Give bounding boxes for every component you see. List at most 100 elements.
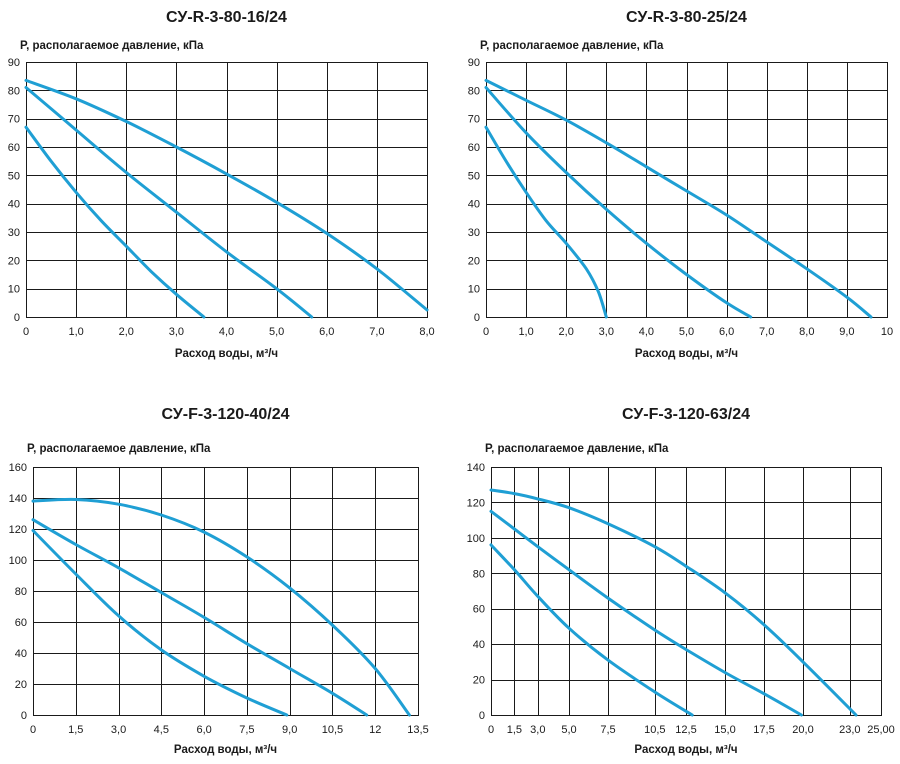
- x-tick-label: 13,5: [407, 724, 428, 736]
- x-tick-label: 3,0: [111, 724, 126, 736]
- x-tick-label: 0: [30, 724, 36, 736]
- x-axis-label: Расход воды, м³/ч: [634, 744, 737, 756]
- series-curve-1: [24, 125, 206, 319]
- series-curve-3: [489, 488, 858, 717]
- x-tick-label: 20,0: [792, 724, 813, 736]
- y-tick-label: 50: [468, 170, 480, 182]
- series-curve-1: [489, 543, 694, 717]
- x-tick-label: 3,0: [530, 724, 545, 736]
- x-tick-label: 17,5: [753, 724, 774, 736]
- x-tick-label: 1,0: [518, 326, 533, 338]
- y-tick-label: 10: [8, 284, 20, 296]
- y-tick-label: 0: [474, 312, 480, 324]
- chart-4: СУ-F-3-120-63/24 Р, располагаемое давлени…: [467, 406, 895, 756]
- y-tick-label: 160: [9, 462, 27, 474]
- x-tick-label: 4,0: [639, 326, 654, 338]
- y-tick-label: 120: [9, 524, 27, 536]
- x-tick-label: 7,0: [759, 326, 774, 338]
- x-tick-label: 15,0: [714, 724, 735, 736]
- y-tick-label: 20: [15, 679, 27, 691]
- y-tick-label: 30: [8, 227, 20, 239]
- y-tick-label: 20: [8, 255, 20, 267]
- x-tick-label: 9,0: [839, 326, 854, 338]
- x-tick-label: 23,0: [839, 724, 860, 736]
- x-tick-label: 5,0: [561, 724, 576, 736]
- y-axis-label: Р, располагаемое давление, кПа: [27, 443, 211, 455]
- x-axis-label: Расход воды, м³/ч: [635, 348, 738, 360]
- x-tick-label: 0: [23, 326, 29, 338]
- series-curve-1: [31, 529, 289, 717]
- x-tick-label: 8,0: [419, 326, 434, 338]
- x-axis-label: Расход воды, м³/ч: [174, 744, 277, 756]
- series-curve-1: [484, 125, 608, 319]
- series-curve-3: [24, 78, 429, 312]
- y-tick-label: 20: [468, 255, 480, 267]
- y-tick-label: 40: [8, 199, 20, 211]
- y-tick-label: 20: [473, 675, 485, 687]
- y-axis-label: Р, располагаемое давление, кПа: [20, 40, 204, 52]
- plot-frame: [491, 467, 882, 716]
- x-tick-label: 3,0: [169, 326, 184, 338]
- y-tick-label: 0: [21, 710, 27, 722]
- series-curve-3: [484, 78, 873, 319]
- x-tick-label: 12: [369, 724, 381, 736]
- y-tick-label: 120: [467, 497, 485, 509]
- chart-title: СУ-F-3-120-63/24: [622, 406, 750, 423]
- x-tick-label: 6,0: [196, 724, 211, 736]
- y-tick-label: 90: [8, 57, 20, 69]
- x-tick-label: 1,0: [68, 326, 83, 338]
- chart-3: СУ-F-3-120-40/24 Р, располагаемое давлени…: [9, 406, 429, 756]
- x-tick-label: 7,0: [369, 326, 384, 338]
- chart-title: СУ-R-3-80-16/24: [166, 9, 287, 26]
- x-tick-label: 10,5: [644, 724, 665, 736]
- x-tick-label: 4,0: [219, 326, 234, 338]
- y-tick-label: 40: [15, 648, 27, 660]
- series-curve-2: [24, 86, 314, 319]
- y-tick-label: 70: [8, 114, 20, 126]
- series-curve-2: [489, 509, 803, 717]
- y-tick-label: 60: [15, 617, 27, 629]
- x-tick-label: 2,0: [119, 326, 134, 338]
- series-curve-2: [484, 86, 753, 319]
- series-curve-2: [31, 518, 369, 717]
- x-tick-label: 10: [881, 326, 893, 338]
- x-tick-label: 1,5: [68, 724, 83, 736]
- x-tick-label: 0: [488, 724, 494, 736]
- y-axis-label: Р, располагаемое давление, кПа: [480, 40, 664, 52]
- x-axis-label: Расход воды, м³/ч: [175, 348, 278, 360]
- chart-2: СУ-R-3-80-25/24 Р, располагаемое давление…: [468, 9, 893, 360]
- x-tick-label: 7,5: [239, 724, 254, 736]
- y-tick-label: 140: [9, 493, 27, 505]
- y-axis-label: Р, располагаемое давление, кПа: [485, 443, 669, 455]
- y-tick-label: 70: [468, 114, 480, 126]
- y-tick-label: 140: [467, 462, 485, 474]
- x-tick-label: 6,0: [319, 326, 334, 338]
- y-tick-label: 60: [8, 142, 20, 154]
- y-tick-label: 40: [473, 639, 485, 651]
- plot-frame: [486, 62, 888, 318]
- y-tick-label: 100: [467, 533, 485, 545]
- y-tick-label: 30: [468, 227, 480, 239]
- x-tick-label: 1,5: [507, 724, 522, 736]
- plot-frame: [26, 62, 428, 318]
- x-tick-label: 5,0: [679, 326, 694, 338]
- y-tick-label: 40: [468, 199, 480, 211]
- x-tick-label: 6,0: [719, 326, 734, 338]
- x-tick-label: 3,0: [599, 326, 614, 338]
- y-tick-label: 0: [479, 710, 485, 722]
- chart-title: СУ-R-3-80-25/24: [626, 9, 747, 26]
- y-tick-label: 60: [468, 142, 480, 154]
- x-tick-label: 7,5: [600, 724, 615, 736]
- y-tick-label: 80: [15, 586, 27, 598]
- x-tick-label: 9,0: [282, 724, 297, 736]
- x-tick-label: 12,5: [675, 724, 696, 736]
- series-curve-3: [31, 497, 411, 717]
- y-tick-label: 80: [468, 85, 480, 97]
- chart-title: СУ-F-3-120-40/24: [161, 406, 289, 423]
- x-tick-label: 0: [483, 326, 489, 338]
- x-tick-label: 25,00: [867, 724, 895, 736]
- x-tick-label: 5,0: [269, 326, 284, 338]
- plot-frame: [33, 467, 419, 716]
